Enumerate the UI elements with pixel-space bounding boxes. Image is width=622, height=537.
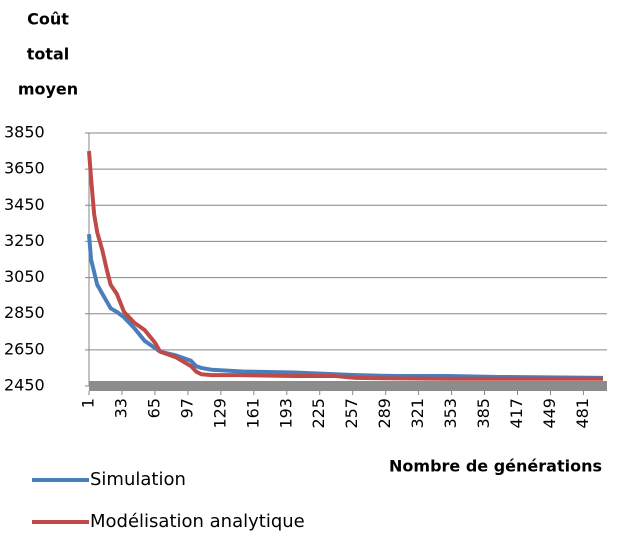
x-tick-label: 97 — [177, 398, 196, 418]
x-tick-label: 225 — [309, 398, 328, 429]
y-tick-label: 3050 — [4, 267, 45, 286]
series-line — [87, 150, 603, 381]
x-tick-label: 417 — [507, 398, 526, 429]
x-tick-label: 385 — [474, 398, 493, 429]
x-tick-label: 353 — [441, 398, 460, 429]
x-axis — [89, 381, 607, 391]
series-line — [87, 234, 604, 380]
y-tick-label: 2850 — [4, 303, 45, 322]
y-tick-label: 2450 — [4, 376, 45, 395]
x-tick-label: 321 — [408, 398, 427, 429]
x-tick-label: 65 — [144, 398, 163, 418]
x-tick-label: 289 — [375, 398, 394, 429]
y-axis-label: total — [27, 45, 70, 64]
x-tick-label: 1 — [79, 398, 98, 408]
y-tick-label: 3250 — [4, 231, 45, 250]
y-axis-label: Coût — [27, 10, 69, 29]
y-tick-label: 3850 — [4, 123, 45, 142]
y-tick-label: 3650 — [4, 159, 45, 178]
legend-label: Modélisation analytique — [90, 511, 305, 532]
x-tick-label: 481 — [573, 398, 592, 429]
x-tick-label: 33 — [111, 398, 130, 418]
x-tick-label: 129 — [210, 398, 229, 429]
y-axis-label: moyen — [18, 80, 78, 99]
x-tick-label: 161 — [243, 398, 262, 429]
x-tick-label: 257 — [342, 398, 361, 429]
legend-label: Simulation — [90, 469, 186, 490]
x-tick-label: 449 — [540, 398, 559, 429]
x-axis-label: Nombre de générations — [389, 457, 602, 476]
x-tick-label: 193 — [276, 398, 295, 429]
y-tick-label: 2650 — [4, 339, 45, 358]
y-tick-label: 3450 — [4, 195, 45, 214]
